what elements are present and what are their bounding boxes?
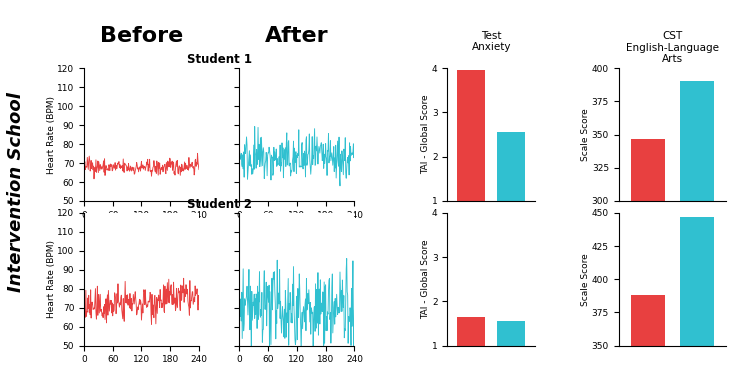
Text: Before: Before	[100, 26, 183, 46]
Y-axis label: TAI - Global Score: TAI - Global Score	[421, 95, 431, 174]
Bar	[680, 81, 714, 384]
Y-axis label: Scale Score: Scale Score	[581, 253, 591, 306]
Text: CST
English-Language
Arts: CST English-Language Arts	[626, 31, 719, 64]
Bar	[458, 317, 485, 384]
Y-axis label: Heart Rate (BPM): Heart Rate (BPM)	[47, 96, 55, 174]
Y-axis label: TAI - Global Score: TAI - Global Score	[421, 239, 431, 319]
Bar	[458, 70, 485, 245]
Text: After: After	[265, 26, 328, 46]
Text: Student 2: Student 2	[187, 198, 252, 211]
Bar	[497, 321, 526, 384]
Y-axis label: Scale Score: Scale Score	[581, 108, 591, 161]
Bar	[631, 295, 665, 384]
Bar	[631, 139, 665, 384]
Bar	[680, 217, 714, 384]
Text: Test
Anxiety: Test Anxiety	[472, 31, 511, 53]
Y-axis label: Heart Rate (BPM): Heart Rate (BPM)	[47, 240, 55, 318]
Text: Intervention School: Intervention School	[7, 92, 25, 292]
Text: Student 1: Student 1	[187, 53, 252, 66]
Bar	[497, 132, 526, 245]
